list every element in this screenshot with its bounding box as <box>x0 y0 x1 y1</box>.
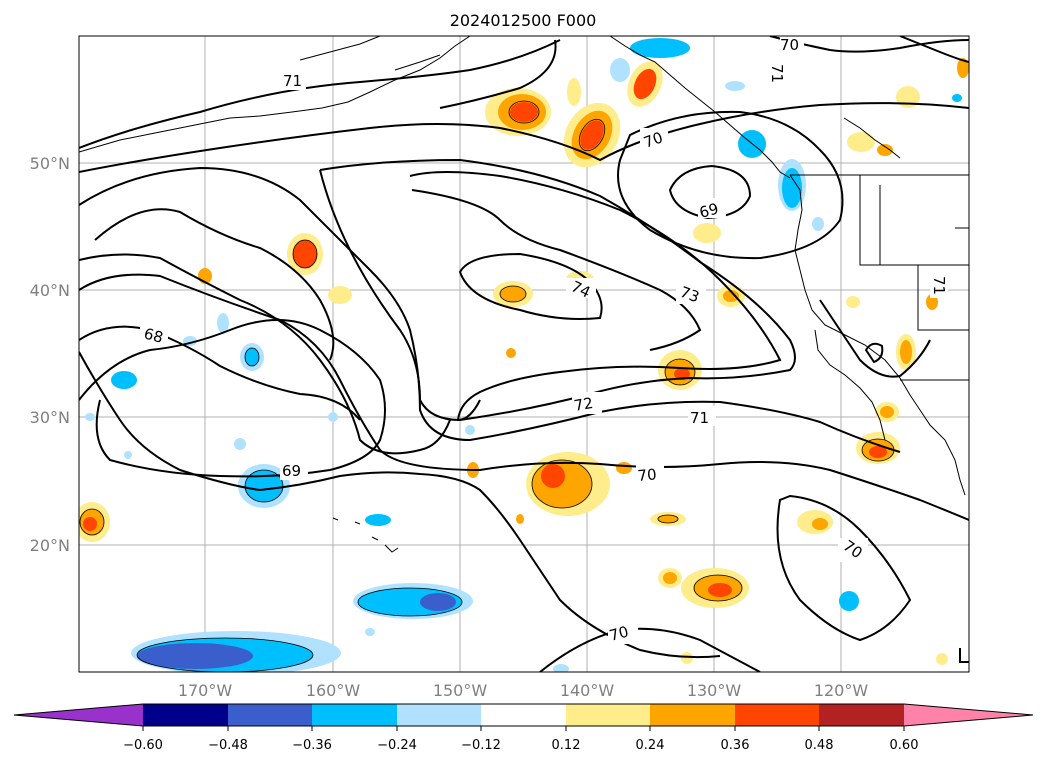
longitude-labels: 170°W 160°W 150°W 140°W 130°W 120°W <box>178 681 869 700</box>
map-frame <box>78 35 970 673</box>
colorbar-tick-label: −0.12 <box>461 738 501 753</box>
contour-label: 69 <box>282 462 301 480</box>
colorbar-tick-label: 0.48 <box>805 738 834 753</box>
colorbar-tick-label: −0.24 <box>377 738 417 753</box>
lat-label: 30°N <box>30 408 70 427</box>
colorbar-bin <box>312 704 397 726</box>
contour-label: 70 <box>641 128 665 151</box>
latitude-labels: 50°N 40°N 30°N 20°N <box>30 154 70 555</box>
contour-label: 70 <box>607 623 630 645</box>
colorbar-tick-label: −0.36 <box>292 738 332 753</box>
colorbar-tick-label: 0.12 <box>552 738 581 753</box>
figure-title: 2024012500 F000 <box>450 11 597 30</box>
lon-label: 170°W <box>178 681 233 700</box>
lon-label: 130°W <box>687 681 742 700</box>
map-panel: 71 70 71 70 69 74 73 68 72 71 <box>78 35 970 673</box>
shading-outlines <box>79 100 895 672</box>
colorbar-bin <box>650 704 735 726</box>
lat-label: 50°N <box>30 154 70 173</box>
coastlines <box>79 36 969 553</box>
colorbar-bin <box>228 704 312 726</box>
colorbar-tick-label: −0.48 <box>208 738 248 753</box>
colorbar-bin <box>735 704 819 726</box>
colorbar-bin <box>566 704 650 726</box>
colorbar-bin <box>819 704 904 726</box>
lat-label: 20°N <box>30 536 70 555</box>
colorbar-bin <box>397 704 481 726</box>
contour-label: 71 <box>283 72 302 90</box>
contour-label: 71 <box>690 409 709 427</box>
colorbar-tick-label: −0.60 <box>123 738 163 753</box>
contour-label: 72 <box>573 394 595 415</box>
contour-label: 71 <box>768 64 786 83</box>
contour-labels: 71 70 71 70 69 74 73 68 72 71 <box>140 36 948 645</box>
colorbar-tick-label: 0.24 <box>636 738 665 753</box>
colorbar-bin <box>143 704 228 726</box>
colorbar-extend-low <box>14 704 143 726</box>
colorbar: −0.60 −0.48 −0.36 −0.24 −0.12 0.12 0.24 … <box>13 703 1034 753</box>
height-contours <box>79 36 969 672</box>
lon-label: 140°W <box>560 681 615 700</box>
contour-label: 71 <box>930 276 948 295</box>
colorbar-tick-label: 0.60 <box>890 738 919 753</box>
contour-label: 68 <box>142 324 165 346</box>
lon-label: 120°W <box>814 681 869 700</box>
contour-label: 70 <box>637 465 658 485</box>
contour-label: 73 <box>678 283 702 306</box>
colorbar-bin <box>481 704 566 726</box>
lat-label: 40°N <box>30 281 70 300</box>
shaded-field <box>79 38 969 672</box>
contour-label: 69 <box>697 200 720 222</box>
contour-label: 70 <box>780 36 799 54</box>
colorbar-extend-high <box>904 704 1033 726</box>
lon-label: 150°W <box>433 681 488 700</box>
lon-label: 160°W <box>306 681 361 700</box>
colorbar-tick-label: 0.36 <box>721 738 750 753</box>
